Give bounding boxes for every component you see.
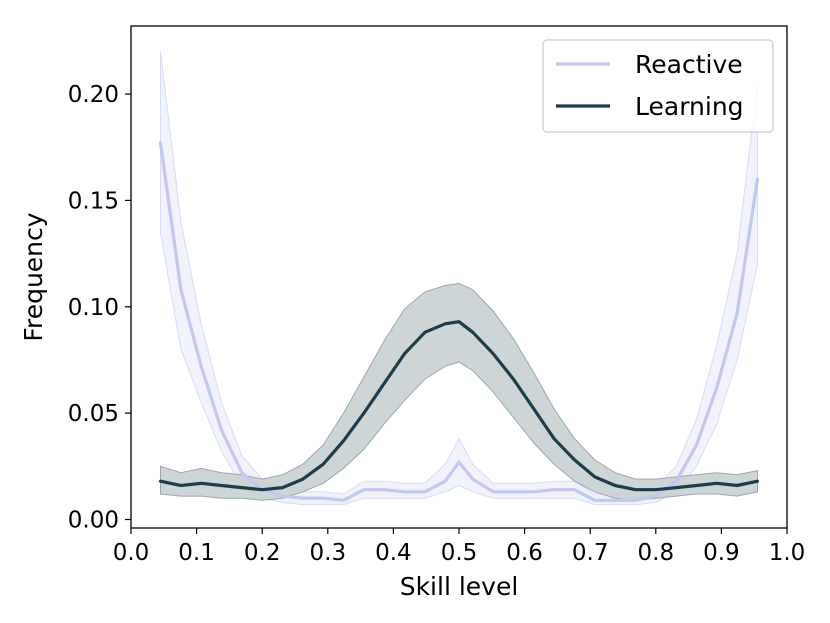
legend: Reactive Learning <box>542 39 774 133</box>
x-tick-label: 0.8 <box>638 540 675 566</box>
x-axis-label: Skill level <box>400 572 519 601</box>
x-tick-label: 0.6 <box>506 540 543 566</box>
reactive-band <box>160 51 758 506</box>
y-tick-label: 0.10 <box>68 295 119 321</box>
y-axis: 0.00 0.05 0.10 0.15 0.20 <box>68 82 131 533</box>
confidence-bands <box>160 51 758 506</box>
x-tick-label: 0.2 <box>244 540 281 566</box>
y-tick-label: 0.15 <box>68 188 119 214</box>
y-tick-label: 0.00 <box>68 507 119 533</box>
x-axis: 0.0 0.1 0.2 0.3 0.4 0.5 0.6 0.7 0.8 0.9 1.0 <box>113 528 806 566</box>
x-tick-label: 1.0 <box>769 540 806 566</box>
legend-label-reactive: Reactive <box>635 50 743 79</box>
learning-band <box>160 282 758 501</box>
x-tick-label: 0.3 <box>310 540 347 566</box>
y-tick-label: 0.05 <box>68 401 119 427</box>
y-axis-label: Frequency <box>19 212 48 341</box>
legend-label-learning: Learning <box>635 92 744 121</box>
x-tick-label: 0.9 <box>703 540 740 566</box>
x-tick-label: 0.4 <box>375 540 412 566</box>
x-tick-label: 0.0 <box>113 540 150 566</box>
y-tick-label: 0.20 <box>68 82 119 108</box>
series-lines <box>158 141 760 502</box>
x-tick-label: 0.7 <box>572 540 609 566</box>
learning-line <box>158 320 760 492</box>
x-tick-label: 0.1 <box>178 540 215 566</box>
x-tick-label: 0.5 <box>441 540 478 566</box>
